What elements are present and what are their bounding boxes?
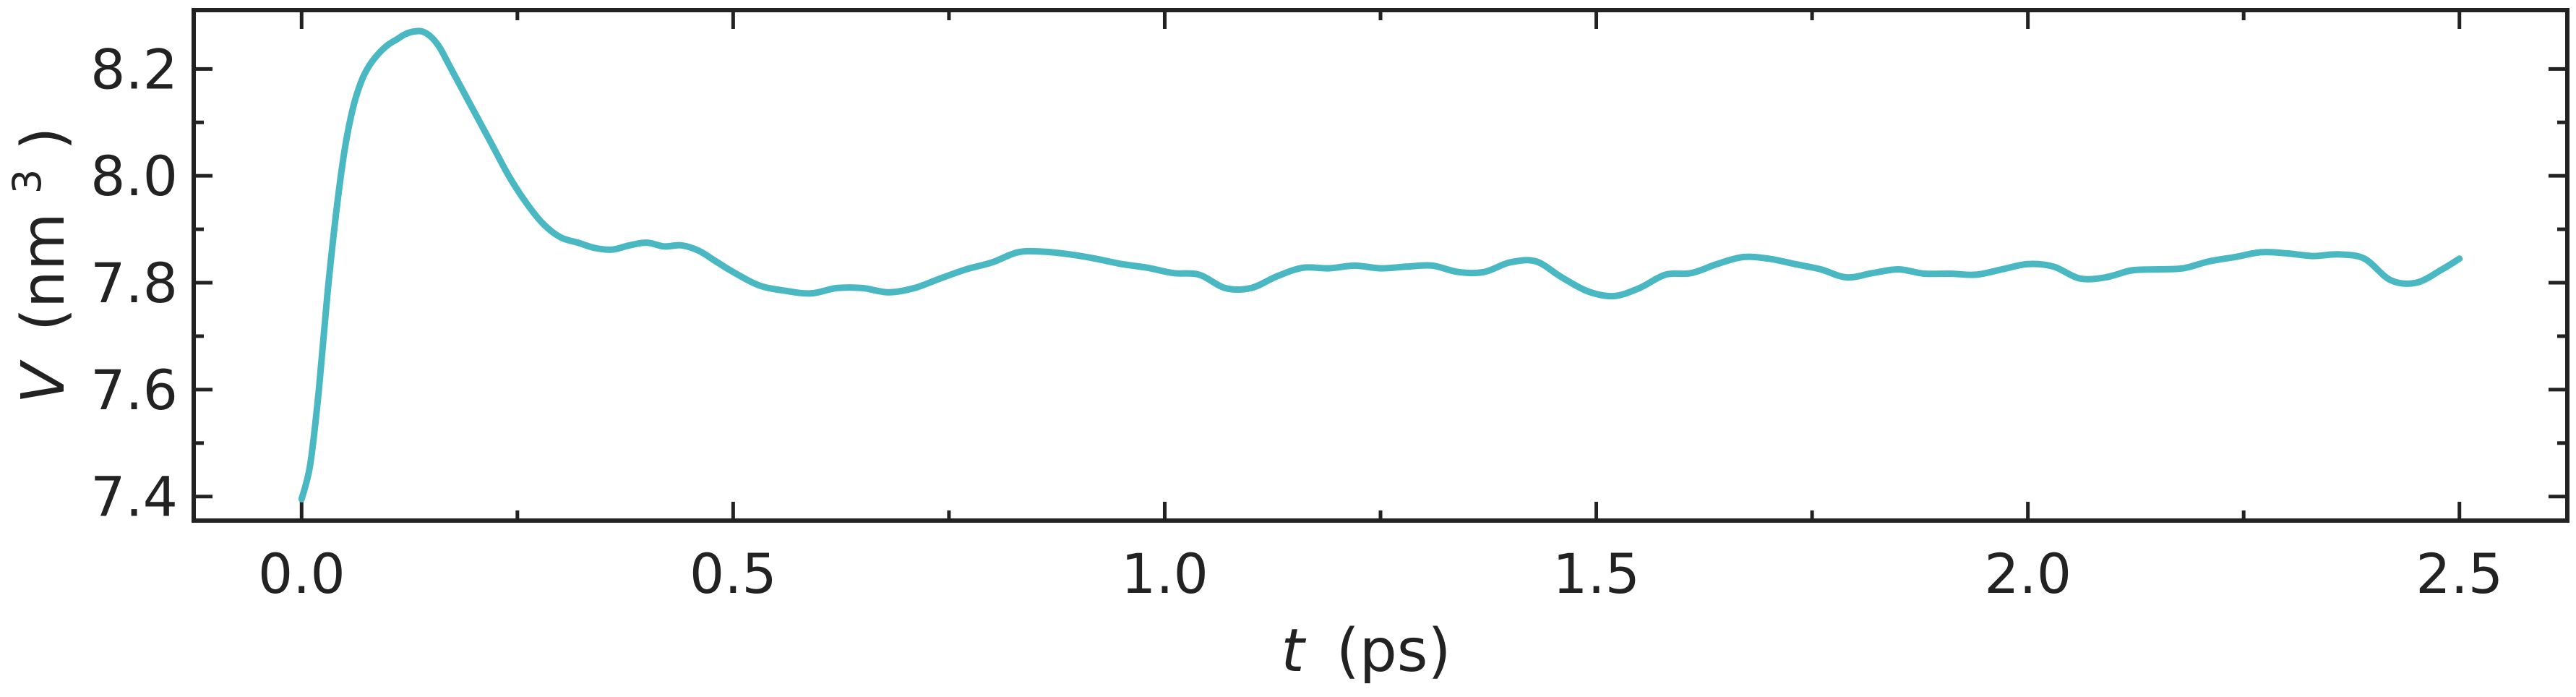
x-tick-label: 2.5 — [2416, 542, 2503, 606]
y-axis-label-unit-close: ) — [9, 127, 78, 150]
y-tick-label: 8.2 — [90, 37, 178, 101]
y-tick-label: 8.0 — [90, 144, 178, 208]
axis-ticks — [194, 10, 2567, 521]
x-axis-label: t (ps) — [1281, 617, 1451, 685]
y-axis-label: V (nm 3 ) — [0, 127, 78, 404]
y-tick-label: 7.6 — [90, 358, 178, 422]
x-tick-label: 0.5 — [690, 542, 777, 606]
x-axis-label-unit: (ps) — [1336, 617, 1451, 685]
series-line-volume — [298, 27, 2463, 503]
y-axis-label-unit-open: (nm — [9, 213, 78, 331]
y-tick-label: 7.4 — [90, 465, 178, 529]
axis-tick-labels: 0.0 0.5 1.0 1.5 2.0 2.5 7.4 7.6 7.8 8.0 8.2 — [90, 37, 2503, 606]
x-tick-label: 1.0 — [1121, 542, 1208, 606]
x-tick-label: 1.5 — [1553, 542, 1640, 606]
y-tick-label: 7.8 — [90, 251, 178, 315]
y-axis-label-variable: V — [9, 359, 78, 403]
y-axis-label-unit-exponent: 3 — [4, 169, 50, 194]
x-axis-label-variable: t — [1281, 617, 1307, 685]
x-tick-label: 2.0 — [1984, 542, 2071, 606]
x-tick-label: 0.0 — [258, 542, 345, 606]
